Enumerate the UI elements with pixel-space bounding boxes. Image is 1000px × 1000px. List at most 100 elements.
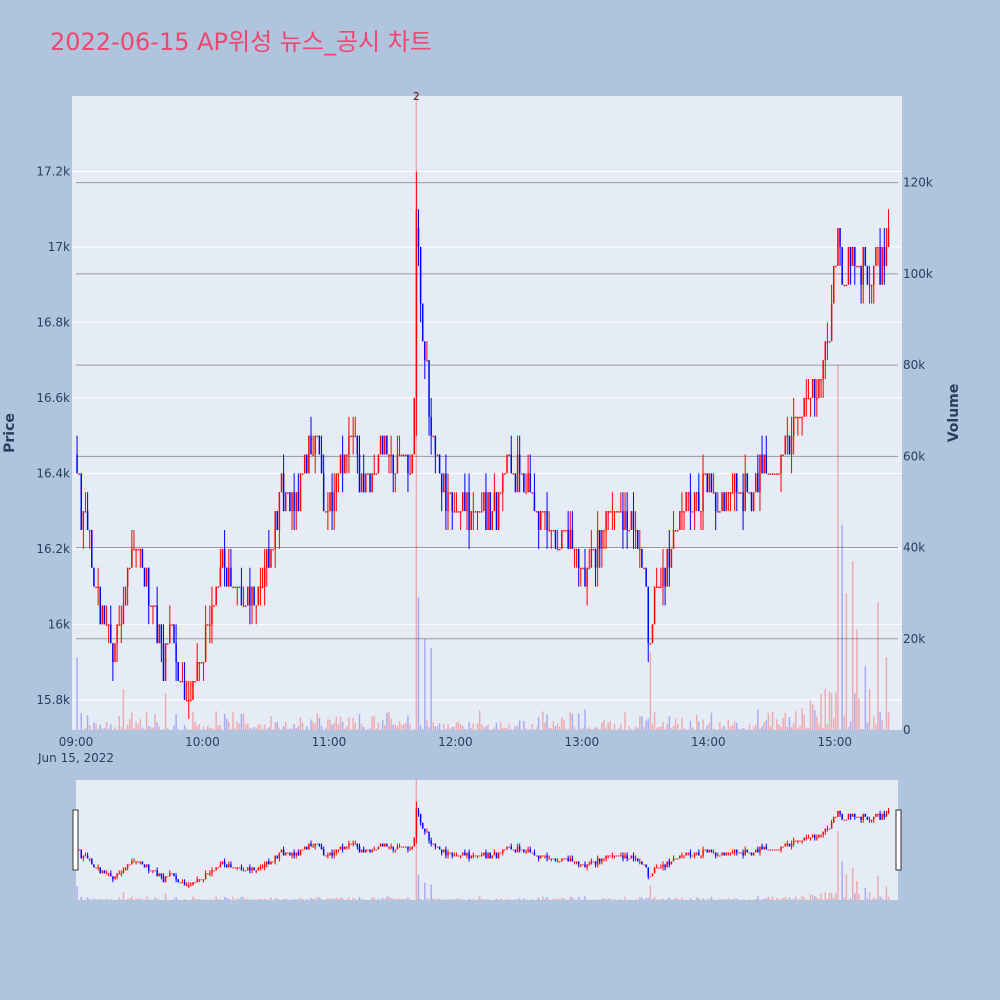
candle-body (792, 416, 795, 436)
slider-candle-body (356, 843, 359, 847)
candle-body (856, 265, 858, 268)
volume-bar (352, 717, 354, 730)
volume-bar (462, 725, 464, 730)
candle-body (436, 454, 439, 457)
range-slider-volume (76, 779, 890, 900)
candle-body (379, 435, 382, 455)
slider-candle-body (832, 816, 835, 823)
range-slider-left-handle[interactable] (72, 809, 79, 871)
slider-candle-body (93, 864, 95, 868)
slider-candle-body (276, 855, 279, 859)
candle-body (455, 511, 458, 513)
slider-candle-body (571, 858, 574, 862)
volume-bar (156, 722, 158, 730)
candle-body (206, 624, 209, 626)
volume-bar (150, 726, 152, 730)
candle-body (615, 511, 618, 513)
slider-candle-body (489, 852, 491, 859)
volume-bar (381, 719, 384, 730)
volume-bar (301, 722, 304, 730)
range-slider-right-handle[interactable] (895, 809, 902, 871)
slider-candle-body (497, 852, 500, 859)
slider-candle-body (542, 855, 544, 857)
slider-volume-bar (824, 892, 827, 900)
candle-body (164, 643, 167, 681)
volume-bar (358, 714, 361, 730)
candle-body (826, 341, 829, 343)
slider-candle-body (639, 861, 641, 863)
volume-bar (805, 727, 808, 730)
candle-body (677, 529, 679, 532)
candle-body (84, 511, 87, 513)
slider-candle-body (870, 819, 873, 821)
volume-bar (820, 694, 822, 730)
slider-volume-bar (381, 898, 384, 900)
candle-body (510, 454, 512, 474)
volume-bar (666, 724, 668, 730)
slider-candle-body (510, 846, 512, 850)
slider-candle-body (666, 861, 668, 868)
volume-bar (316, 713, 319, 730)
slider-candle-body (778, 849, 780, 851)
slider-candle-body (525, 852, 527, 854)
slider-candle-body (668, 861, 671, 865)
candle-body (337, 473, 340, 475)
volume-bar (377, 722, 380, 730)
volume-bar (445, 728, 447, 730)
candle-body (797, 416, 799, 419)
volume-bar (843, 715, 845, 730)
candle-body (544, 511, 546, 513)
candle-body (620, 511, 622, 513)
slider-candle-body (173, 873, 175, 877)
slider-volume-bar (851, 868, 854, 900)
slider-candle-body (683, 855, 685, 857)
slider-volume-bar (478, 896, 481, 900)
candle-body (131, 548, 133, 568)
slider-volume-bar (820, 893, 822, 900)
volume-bar (546, 714, 548, 730)
slider-volume-bar (816, 897, 818, 900)
candle-body (327, 511, 329, 513)
slider-volume-bar (674, 897, 677, 900)
candle-body (786, 435, 789, 438)
slider-candle-body (744, 849, 746, 856)
slider-candle-body (788, 843, 791, 847)
volume-bar (702, 719, 704, 730)
volume-bar (719, 722, 721, 730)
candle-body (365, 473, 367, 493)
slider-candle-body (327, 855, 329, 857)
slider-candle-body (854, 813, 856, 817)
slider-candle-body (556, 861, 559, 863)
slider-candle-body (147, 864, 150, 871)
volume-tick-label: 60k (903, 449, 925, 463)
slider-candle-body (723, 852, 725, 856)
volume-bar (818, 724, 820, 730)
slider-candle-body (358, 846, 361, 853)
slider-volume-bar (268, 899, 270, 900)
volume-bar (436, 725, 439, 730)
slider-candle-body (531, 852, 534, 854)
slider-candle-body (527, 849, 529, 853)
slider-volume-bar (396, 899, 399, 900)
candle-body (303, 454, 306, 474)
slider-candle-body (377, 846, 380, 850)
slider-candle-body (445, 849, 447, 856)
volume-bar (247, 723, 249, 730)
volume-bar (335, 716, 338, 730)
candle-body (830, 303, 833, 342)
slider-volume-bar (432, 898, 434, 900)
slider-candle-body (588, 864, 590, 866)
candle-body (472, 511, 475, 513)
candle-body (887, 228, 890, 247)
price-axis-ticks: 15.8k 16k 16.2k 16.4k 16.6k 16.8k 17k 17.2k (36, 164, 70, 706)
volume-bar (232, 711, 234, 730)
slider-candle-body (301, 849, 304, 851)
slider-candle-body (626, 855, 628, 859)
candle-body (586, 567, 588, 587)
slider-candle-body (868, 819, 871, 821)
slider-volume-bar (384, 899, 386, 900)
candle-body (689, 492, 692, 512)
slider-candle-body (371, 849, 373, 853)
candle-body (405, 454, 407, 457)
range-slider-background[interactable] (76, 780, 898, 900)
